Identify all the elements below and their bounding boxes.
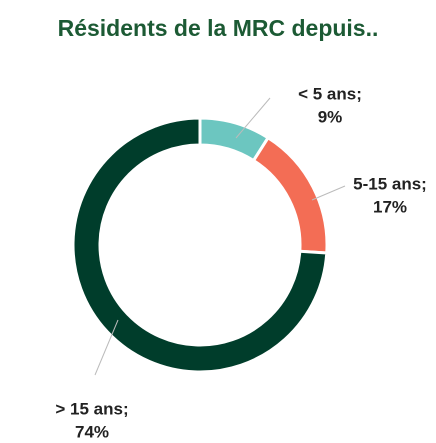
leader-line bbox=[311, 185, 346, 201]
data-label-value: 9% bbox=[318, 107, 343, 126]
data-label-name: > 15 ans; bbox=[55, 399, 128, 418]
leader-line bbox=[235, 97, 271, 139]
data-label-name: 5-15 ans; bbox=[353, 174, 427, 193]
donut-slice bbox=[71, 116, 329, 374]
data-label-value: 17% bbox=[373, 197, 407, 216]
donut-slice bbox=[251, 135, 329, 255]
data-label-name: < 5 ans; bbox=[298, 84, 362, 103]
leader-line bbox=[94, 319, 119, 376]
chart-title: Résidents de la MRC depuis.. bbox=[58, 15, 379, 41]
data-label-value: 74% bbox=[75, 422, 109, 441]
